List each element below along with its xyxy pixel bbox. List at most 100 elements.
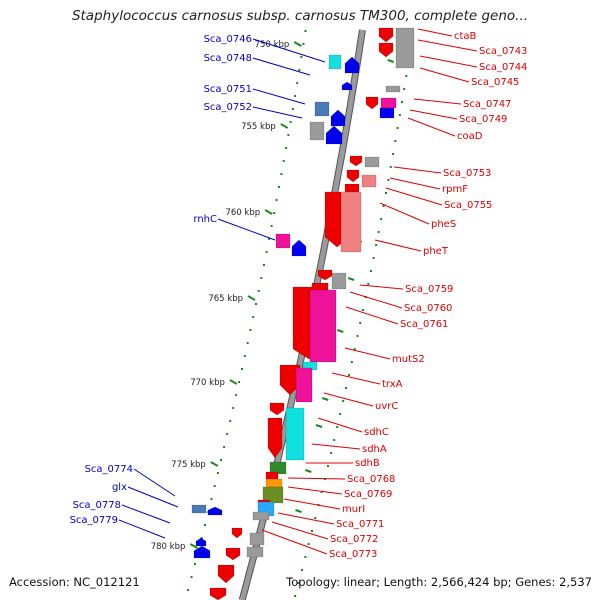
leader-line	[121, 504, 171, 524]
track-tick	[347, 277, 355, 281]
gene-label: Sca_0769	[344, 489, 392, 500]
track-dot	[403, 88, 406, 90]
track-dot	[280, 173, 283, 175]
track-dot	[278, 186, 281, 188]
leader-line	[283, 498, 341, 510]
track-dot	[282, 160, 285, 162]
gene-feature	[269, 461, 287, 475]
gene-feature	[195, 537, 207, 547]
gene-feature	[279, 364, 301, 396]
leader-line	[133, 468, 176, 497]
leader-line	[271, 521, 329, 540]
track-dot	[353, 348, 356, 350]
leader-line	[419, 67, 470, 83]
track-dot	[285, 147, 288, 149]
track-dot	[401, 101, 404, 103]
gene-label: Sca_0751	[204, 84, 252, 95]
track-dot	[320, 491, 323, 493]
gene-label: sdhA	[362, 444, 387, 455]
leader-line	[349, 291, 403, 309]
track-dot	[246, 342, 249, 344]
track-dot	[238, 381, 241, 383]
track-dot	[235, 394, 238, 396]
leader-line	[417, 39, 478, 52]
gene-feature	[252, 511, 270, 521]
gene-label: murI	[342, 504, 365, 515]
gene-feature	[331, 272, 347, 290]
gene-feature	[344, 56, 360, 74]
track-dot	[291, 108, 294, 110]
gene-label: Sca_0774	[85, 464, 133, 475]
leader-line	[252, 88, 306, 105]
gene-feature	[246, 546, 264, 558]
gene-feature	[364, 156, 380, 168]
track-dot	[289, 121, 292, 123]
track-tick	[315, 424, 323, 428]
track-dot	[307, 543, 310, 545]
track-dot	[356, 335, 359, 337]
track-dot	[268, 238, 271, 240]
gene-feature	[295, 367, 313, 403]
track-dot	[252, 316, 255, 318]
track-dot	[369, 270, 372, 272]
track-dot	[200, 537, 203, 539]
gene-feature	[379, 107, 395, 119]
track-dot	[350, 361, 353, 363]
track-dot	[314, 517, 317, 519]
gene-label: Sca_0771	[336, 519, 384, 530]
gene-feature	[385, 85, 401, 93]
leader-line	[345, 306, 399, 325]
gene-label: sdhB	[355, 458, 380, 469]
gene-feature	[191, 504, 207, 514]
leader-line	[393, 166, 442, 174]
gene-label: Sca_0759	[405, 284, 453, 295]
leader-line	[331, 372, 381, 385]
topology-text: Topology: linear; Length: 2,566,424 bp; …	[286, 575, 592, 589]
track-dot	[243, 355, 246, 357]
kbp-label: 780 kbp	[151, 542, 186, 552]
leader-line	[417, 28, 453, 37]
leader-line	[311, 443, 361, 450]
gene-label: Sca_0779	[70, 515, 118, 526]
track-dot	[359, 322, 362, 324]
track-dot	[347, 374, 350, 376]
kbp-label: 765 kbp	[208, 294, 243, 304]
kbp-tick	[210, 461, 219, 467]
track-dot	[294, 595, 297, 597]
track-dot	[372, 257, 375, 259]
track-dot	[387, 179, 390, 181]
track-dot	[345, 387, 348, 389]
track-dot	[298, 69, 301, 71]
track-dot	[219, 459, 222, 461]
leader-line	[344, 347, 391, 360]
gene-feature	[217, 564, 235, 584]
leader-line	[252, 38, 326, 63]
kbp-label: 755 kbp	[241, 122, 276, 132]
track-dot	[389, 166, 392, 168]
gene-label: pheT	[423, 246, 449, 257]
leader-line	[413, 98, 462, 105]
track-dot	[270, 225, 273, 227]
track-dot	[339, 413, 342, 415]
gene-label: Sca_0748	[204, 53, 252, 64]
gene-feature	[309, 289, 337, 363]
gene-label: Sca_0752	[204, 102, 252, 113]
kbp-tick	[189, 543, 198, 549]
leader-line	[374, 239, 422, 252]
leader-line	[323, 392, 374, 407]
track-dot	[297, 582, 300, 584]
gene-feature	[267, 417, 283, 459]
track-dot	[254, 303, 257, 305]
track-dot	[296, 82, 299, 84]
kbp-label: 775 kbp	[171, 460, 206, 470]
leader-line	[127, 486, 179, 508]
kbp-label: 770 kbp	[190, 378, 225, 388]
gene-feature	[378, 42, 394, 58]
track-dot	[330, 452, 333, 454]
leader-line	[359, 284, 404, 290]
gene-label: rnhC	[193, 214, 217, 225]
gene-feature	[265, 478, 283, 488]
gene-label: Sca_0772	[330, 534, 378, 545]
gene-label: Sca_0755	[444, 200, 492, 211]
